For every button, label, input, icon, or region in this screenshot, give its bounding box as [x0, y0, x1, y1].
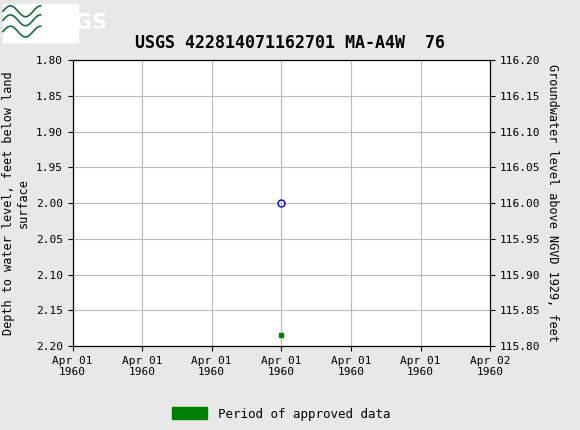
Bar — [3, 3, 78, 42]
Y-axis label: Depth to water level, feet below land
surface: Depth to water level, feet below land su… — [2, 71, 30, 335]
Y-axis label: Groundwater level above NGVD 1929, feet: Groundwater level above NGVD 1929, feet — [546, 64, 559, 342]
Legend: Period of approved data: Period of approved data — [166, 402, 396, 427]
Text: USGS 422814071162701 MA-A4W  76: USGS 422814071162701 MA-A4W 76 — [135, 34, 445, 52]
Text: USGS: USGS — [44, 12, 107, 33]
